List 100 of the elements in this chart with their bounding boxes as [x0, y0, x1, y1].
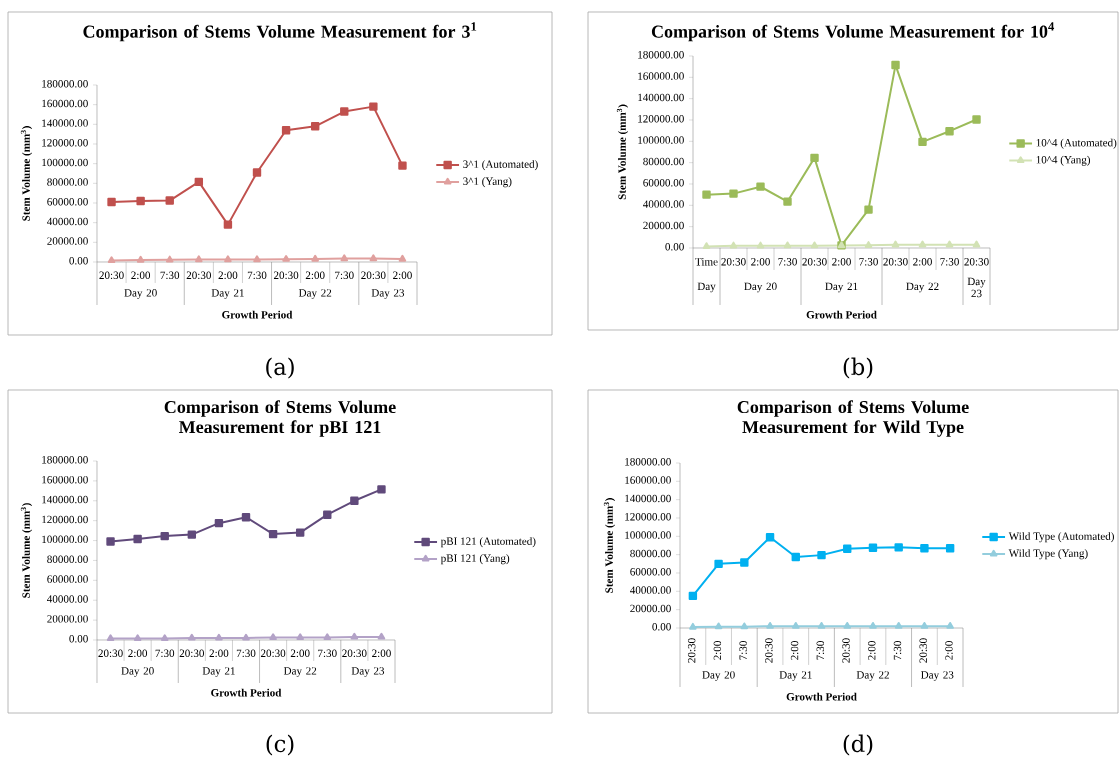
- y-tick-label: 40000.00: [643, 200, 684, 208]
- x-tick-label: 2:00: [290, 649, 310, 658]
- x-tick-label: 7:30: [160, 271, 180, 280]
- y-tick-label: 120000.00: [625, 513, 671, 521]
- x-tick-label: 20:30: [687, 638, 696, 663]
- text: Day 20: [702, 671, 735, 681]
- text: Day 21: [779, 671, 812, 681]
- y-tick-label: 0.00: [69, 257, 88, 265]
- legend-label: 3^1 (Automated): [463, 160, 538, 171]
- x-tick-label: 2:00: [790, 641, 799, 660]
- x-tick-label: 20:30: [361, 271, 386, 280]
- x-tick-label: 7:30: [859, 258, 878, 266]
- x-tick-label: 7:30: [940, 258, 959, 266]
- y-tick-label: 180000.00: [42, 80, 88, 88]
- y-tick-label: 120000.00: [638, 115, 684, 123]
- y-tick-label: 40000.00: [47, 595, 88, 603]
- y-tick-label: 0.00: [69, 635, 88, 643]
- x-tick-label: 20:30: [802, 258, 827, 266]
- y-tick-label: 140000.00: [638, 93, 684, 102]
- x-tick-label: 2:00: [305, 271, 325, 280]
- legend-label: 10^4 (Yang): [1036, 155, 1091, 166]
- text: Day 22: [906, 282, 939, 293]
- x-tick-label: 2:00: [832, 258, 851, 266]
- text: Day 21: [825, 282, 858, 293]
- legend-label: pBI 121 (Automated): [440, 537, 536, 548]
- y-tick-label: 80000.00: [47, 555, 88, 563]
- x-tick-label: 20:30: [342, 649, 367, 658]
- y-tick-label: 0.00: [652, 623, 671, 631]
- y-tick-label: 60000.00: [630, 568, 671, 576]
- y-tick-label: 180000.00: [42, 456, 88, 464]
- chart-title: Comparison of Stems Volume Measurement for 3$^{1}$: [83, 22, 477, 42]
- y-tick-label: 180000.00: [625, 458, 671, 466]
- x-tick-label: 7:30: [739, 641, 747, 660]
- x-tick-label: 20:30: [964, 258, 989, 266]
- y-tick-label: 80000.00: [47, 178, 88, 186]
- x-tick-label: 2:00: [128, 649, 148, 658]
- x-tick-label: 20:30: [179, 649, 204, 658]
- x-tick-label: 7:30: [816, 641, 825, 660]
- legend-label: Wild Type (Automated): [1008, 532, 1114, 543]
- legend-label: 3^1 (Yang): [463, 177, 512, 188]
- x-tick-label: 2:00: [209, 649, 229, 658]
- x-tick-label: 20:30: [883, 258, 908, 266]
- y-tick-label: 80000.00: [643, 157, 684, 166]
- x-tick-label: Time: [695, 258, 718, 266]
- y-tick-label: 140000.00: [42, 495, 88, 504]
- text: (c): [266, 734, 294, 756]
- x-tick-label: 20:30: [186, 271, 211, 280]
- text: Day 20: [744, 282, 777, 293]
- y-tick-label: 20000.00: [643, 221, 684, 230]
- y-tick-label: 140000.00: [42, 119, 88, 127]
- x-tick-label: 7:30: [155, 649, 175, 658]
- y-tick-label: 180000.00: [638, 51, 684, 59]
- legend-label: Wild Type (Yang): [1008, 549, 1088, 560]
- chart-title: Comparison of Stems Volume Measurement for 10$^{4}$: [651, 22, 1055, 42]
- text: Day 22: [283, 667, 317, 677]
- y-axis-title: Stem Volume (mm$^{3}$): [20, 126, 33, 221]
- y-tick-label: 120000.00: [42, 139, 88, 147]
- x-tick-label: 20:30: [98, 649, 123, 658]
- x-tick-label: 7:30: [778, 258, 797, 266]
- y-tick-label: 100000.00: [42, 158, 88, 167]
- x-tick-label: 2:00: [913, 258, 932, 266]
- y-tick-label: 100000.00: [42, 535, 88, 544]
- x-tick-label: 20:30: [99, 271, 124, 280]
- x-tick-label: 2:00: [945, 641, 953, 660]
- text: Day: [697, 282, 716, 293]
- x-tick-label: 2:00: [372, 649, 391, 658]
- x-tick-label: 2:00: [868, 641, 876, 660]
- y-tick-label: 60000.00: [643, 179, 684, 187]
- x-tick-label: 2:00: [713, 641, 722, 660]
- x-tick-label: 7:30: [893, 641, 902, 660]
- text: (d): [843, 734, 873, 756]
- x-tick-label: 7:30: [335, 271, 354, 280]
- x-tick-label: 2:00: [131, 271, 151, 280]
- x-tick-label: 7:30: [247, 271, 267, 280]
- y-tick-label: 40000.00: [630, 586, 671, 594]
- y-axis-title: Stem Volume (mm$^{3}$): [603, 498, 616, 593]
- text: Day 23: [371, 289, 405, 299]
- text: Day 22: [856, 671, 889, 681]
- x-axis-title: Growth Period: [786, 692, 857, 701]
- y-tick-label: 40000.00: [47, 217, 88, 226]
- y-tick-label: 120000.00: [42, 515, 88, 524]
- x-tick-label: 20:30: [721, 258, 746, 266]
- y-tick-label: 100000.00: [625, 531, 671, 539]
- y-tick-label: 160000.00: [42, 475, 88, 484]
- y-tick-label: 20000.00: [47, 237, 88, 245]
- text: (a): [266, 357, 294, 379]
- y-tick-label: 20000.00: [630, 604, 671, 613]
- text: Day 21: [202, 667, 235, 677]
- text: Day 23: [921, 671, 954, 681]
- y-tick-label: 0.00: [665, 243, 684, 251]
- x-tick-label: 2:00: [218, 271, 238, 280]
- legend-label: pBI 121 (Yang): [440, 554, 510, 565]
- x-tick-label: 20:30: [842, 638, 850, 663]
- y-tick-label: 160000.00: [625, 476, 671, 484]
- y-axis-title: Stem Volume (mm$^{3}$): [20, 503, 33, 598]
- text: (b): [843, 357, 873, 379]
- x-axis-title: Growth Period: [222, 310, 293, 319]
- y-tick-label: 20000.00: [47, 615, 88, 623]
- y-tick-label: 80000.00: [630, 549, 671, 558]
- text: Day 23: [351, 667, 385, 677]
